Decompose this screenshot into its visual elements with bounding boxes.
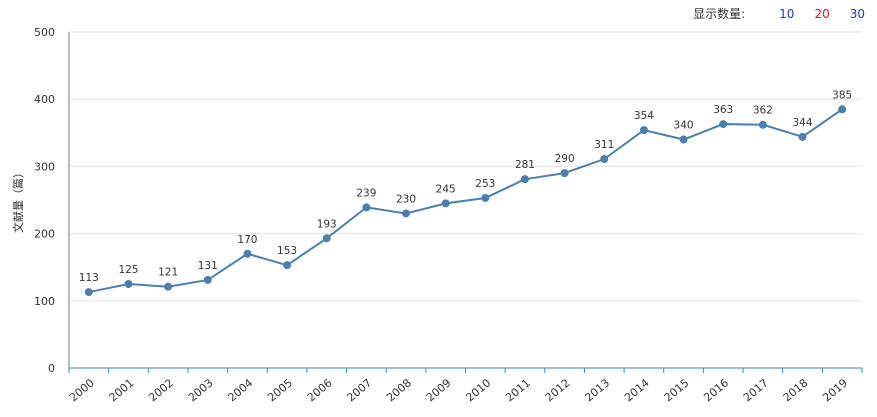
data-point (560, 169, 569, 178)
x-tick-label: 2006 (305, 376, 335, 404)
x-tick-label: 2018 (781, 376, 811, 404)
x-tick-label: 2011 (503, 376, 533, 404)
y-tick-label: 200 (34, 228, 55, 241)
data-label: 125 (118, 264, 138, 276)
y-tick-label: 400 (34, 93, 55, 106)
data-label: 340 (674, 120, 694, 132)
data-point (402, 209, 411, 218)
count-option-30[interactable]: 30 (849, 6, 865, 21)
data-point (362, 203, 371, 212)
data-point (203, 275, 212, 284)
data-point (441, 199, 450, 208)
x-tick-label: 2009 (424, 376, 454, 404)
x-tick-label: 2015 (662, 376, 692, 404)
data-point (639, 126, 648, 135)
x-tick-label: 2016 (701, 376, 731, 404)
data-point (124, 280, 133, 288)
data-label: 290 (555, 153, 575, 165)
data-point (520, 175, 529, 184)
data-point (838, 105, 847, 114)
data-label: 281 (515, 159, 535, 171)
x-tick-label: 2012 (543, 376, 573, 404)
y-tick-label: 500 (34, 26, 55, 39)
data-point (481, 193, 490, 202)
data-label: 253 (475, 178, 495, 190)
data-label: 385 (832, 89, 852, 101)
x-tick-label: 2013 (582, 376, 612, 404)
data-label: 153 (277, 245, 297, 257)
data-label: 230 (396, 193, 416, 205)
data-label: 193 (317, 218, 337, 230)
data-point (243, 249, 252, 258)
data-point (84, 288, 93, 297)
x-tick-label: 2000 (67, 376, 97, 404)
data-point (679, 135, 688, 144)
x-tick-label: 2008 (384, 376, 414, 404)
count-option-10[interactable]: 10 (779, 6, 795, 21)
data-point (798, 132, 807, 141)
x-tick-label: 2019 (820, 376, 850, 404)
count-option-20[interactable]: 20 (814, 6, 830, 21)
series-line (88, 108, 843, 294)
display-count-label: 显示数量: (693, 7, 746, 21)
data-label: 363 (713, 104, 733, 116)
x-tick-label: 2002 (146, 376, 176, 404)
data-label: 362 (753, 105, 773, 117)
x-tick-label: 2017 (741, 376, 771, 404)
x-tick-label: 2010 (463, 376, 493, 404)
data-point (600, 155, 609, 164)
y-tick-label: 100 (34, 295, 55, 308)
data-label: 354 (634, 110, 654, 122)
x-tick-label: 2001 (107, 376, 137, 404)
data-label: 311 (594, 139, 614, 151)
x-tick-label: 2003 (186, 376, 216, 404)
x-tick-label: 2005 (265, 376, 295, 404)
y-axis-title: 文献量（篇） (11, 167, 25, 233)
x-tick-label: 2014 (622, 376, 652, 404)
display-count-selector: 显示数量: 10 20 30 (693, 5, 865, 22)
y-tick-label: 300 (34, 160, 55, 173)
data-point (164, 282, 173, 291)
x-tick-label: 2007 (344, 376, 374, 404)
x-tick-label: 2004 (226, 376, 256, 404)
data-label: 239 (356, 187, 376, 199)
data-label: 121 (158, 267, 178, 279)
y-tick-label: 0 (48, 362, 55, 375)
data-point (283, 261, 292, 270)
data-point (719, 120, 728, 129)
data-label: 113 (79, 272, 99, 284)
data-point (322, 234, 331, 243)
data-label: 344 (793, 117, 813, 129)
data-label: 245 (436, 183, 456, 195)
data-point (758, 120, 767, 129)
data-label: 131 (198, 260, 218, 272)
data-label: 170 (237, 234, 257, 246)
